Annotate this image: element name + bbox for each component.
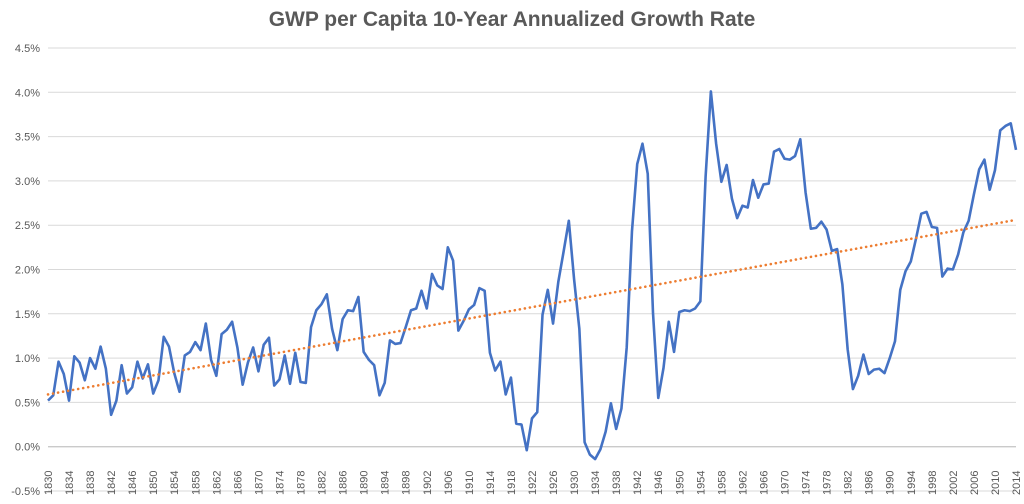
x-tick-label: 1858 <box>190 470 202 494</box>
x-tick-label: 2006 <box>969 470 981 494</box>
x-tick-label: 1842 <box>106 470 118 494</box>
x-tick-label: 1866 <box>232 470 244 494</box>
chart-title: GWP per Capita 10-Year Annualized Growth… <box>268 8 756 31</box>
y-tick-label: 4.5% <box>15 43 40 55</box>
x-tick-label: 1962 <box>737 470 749 494</box>
x-tick-label: 2002 <box>948 470 960 494</box>
x-tick-label: 1914 <box>485 470 497 494</box>
x-tick-label: 1854 <box>169 470 181 494</box>
x-tick-label: 1934 <box>590 470 602 494</box>
x-tick-label: 1850 <box>148 470 160 494</box>
growth-rate-line <box>47 90 1018 461</box>
x-tick-label: 1926 <box>548 470 560 494</box>
y-tick-label: 3.5% <box>15 132 40 144</box>
x-tick-label: 1954 <box>695 470 707 494</box>
y-tick-label: 2.5% <box>15 220 40 232</box>
x-tick-label: 1830 <box>43 470 55 494</box>
x-tick-label: 1886 <box>338 470 350 494</box>
x-tick-label: 1958 <box>716 470 728 494</box>
y-tick-label: 3.0% <box>15 176 40 188</box>
x-tick-label: 1918 <box>506 470 518 494</box>
x-tick-label: 1902 <box>422 470 434 494</box>
x-tick-label: 1874 <box>274 470 286 494</box>
x-axis-labels: 1830 1834 1838 1842 1846 1850 1854 1858 1862 1866… <box>43 470 1023 494</box>
x-tick-label: 1906 <box>443 470 455 494</box>
y-tick-label: 1.5% <box>15 309 40 321</box>
y-tick-label: 0.0% <box>15 442 40 454</box>
series-layer <box>46 90 1018 461</box>
x-tick-label: 1946 <box>653 470 665 494</box>
y-tick-label: 1.0% <box>15 353 40 365</box>
x-tick-label: 2014 <box>1011 470 1023 494</box>
x-tick-label: 1890 <box>359 470 371 494</box>
x-tick-label: 1870 <box>253 470 265 494</box>
x-tick-label: 1930 <box>569 470 581 494</box>
x-tick-label: 1994 <box>906 470 918 494</box>
x-tick-label: 1898 <box>401 470 413 494</box>
y-tick-label: 4.0% <box>15 87 40 99</box>
x-tick-label: 1882 <box>317 470 329 494</box>
x-tick-label: 1970 <box>780 470 792 494</box>
x-tick-label: 1950 <box>674 470 686 494</box>
x-tick-label: 1910 <box>464 470 476 494</box>
trend-line <box>46 218 1018 396</box>
y-tick-label: 0.5% <box>15 397 40 409</box>
y-tick-label: -0.5% <box>11 486 40 498</box>
x-tick-label: 1978 <box>822 470 834 494</box>
x-tick-label: 1998 <box>927 470 939 494</box>
x-tick-label: 1894 <box>380 470 392 494</box>
x-tick-label: 1922 <box>527 470 539 494</box>
x-tick-label: 1938 <box>611 470 623 494</box>
x-tick-label: 1990 <box>885 470 897 494</box>
x-tick-label: 1966 <box>758 470 770 494</box>
x-tick-label: 1838 <box>85 470 97 494</box>
x-tick-label: 1862 <box>211 470 223 494</box>
x-tick-label: 1986 <box>864 470 876 494</box>
x-tick-label: 2010 <box>990 470 1002 494</box>
x-tick-label: 1974 <box>801 470 813 494</box>
x-tick-label: 1982 <box>843 470 855 494</box>
y-axis-labels: -0.5% 0.0% 0.5% 1.0% 1.5% 2.0% 2.5% 3.0% 3.5% 4.0… <box>11 43 40 498</box>
gridlines <box>48 47 1016 492</box>
x-tick-label: 1878 <box>296 470 308 494</box>
x-tick-label: 1834 <box>64 470 76 494</box>
x-tick-label: 1942 <box>632 470 644 494</box>
x-tick-label: 1846 <box>127 470 139 494</box>
y-tick-label: 2.0% <box>15 265 40 277</box>
